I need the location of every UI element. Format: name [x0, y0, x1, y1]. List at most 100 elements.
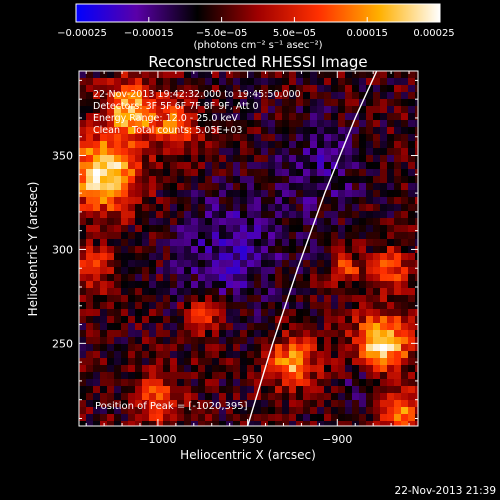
heatmap-cell [317, 330, 325, 338]
heatmap-cell [100, 400, 108, 408]
heatmap-cell [135, 85, 143, 93]
heatmap-cell [205, 351, 213, 359]
heatmap-cell [86, 393, 94, 401]
heatmap-cell [240, 295, 248, 303]
heatmap-cell [408, 400, 416, 408]
heatmap-cell [233, 330, 241, 338]
heatmap-cell [79, 225, 87, 233]
heatmap-cell [268, 197, 276, 205]
heatmap-cell [394, 211, 402, 219]
heatmap-cell [205, 176, 213, 184]
heatmap-cell [268, 323, 276, 331]
heatmap-cell [135, 372, 143, 380]
heatmap-cell [303, 260, 311, 268]
heatmap-cell [205, 323, 213, 331]
heatmap-cell [149, 211, 157, 219]
heatmap-cell [345, 337, 353, 345]
heatmap-cell [366, 169, 374, 177]
heatmap-cell [254, 267, 262, 275]
heatmap-cell [114, 113, 122, 121]
heatmap-cell [149, 344, 157, 352]
heatmap-cell [415, 141, 418, 149]
heatmap-cell [191, 176, 199, 184]
heatmap-cell [380, 358, 388, 366]
heatmap-cell [338, 421, 346, 426]
heatmap-cell [408, 169, 416, 177]
heatmap-cell [149, 379, 157, 387]
heatmap-cell [163, 358, 171, 366]
heatmap-cell [114, 253, 122, 261]
heatmap-cell [268, 274, 276, 282]
heatmap-cell [247, 253, 255, 261]
heatmap-cell [331, 330, 339, 338]
heatmap-cell [345, 281, 353, 289]
heatmap-cell [261, 358, 269, 366]
heatmap-cell [324, 351, 332, 359]
heatmap-cell [205, 183, 213, 191]
heatmap-cell [100, 148, 108, 156]
heatmap-cell [212, 400, 220, 408]
heatmap-cell [310, 183, 318, 191]
heatmap-cell [352, 141, 360, 149]
heatmap-cell [303, 141, 311, 149]
heatmap-cell [86, 162, 94, 170]
heatmap-cell [275, 421, 283, 426]
heatmap-cell [387, 351, 395, 359]
heatmap-cell [107, 85, 115, 93]
heatmap-cell [359, 155, 367, 163]
heatmap-cell [394, 337, 402, 345]
heatmap-cell [352, 162, 360, 170]
heatmap-cell [198, 232, 206, 240]
heatmap-cell [373, 400, 381, 408]
heatmap-cell [317, 288, 325, 296]
heatmap-cell [149, 302, 157, 310]
heatmap-cell [128, 211, 136, 219]
heatmap-cell [100, 113, 108, 121]
heatmap-cell [296, 162, 304, 170]
heatmap-cell [345, 288, 353, 296]
heatmap-cell [394, 71, 402, 79]
heatmap-cell [163, 267, 171, 275]
heatmap-cell [233, 71, 241, 79]
heatmap-cell [212, 407, 220, 415]
heatmap-cell [114, 148, 122, 156]
heatmap-cell [380, 127, 388, 135]
heatmap-cell [149, 71, 157, 79]
heatmap-cell [170, 190, 178, 198]
heatmap-cell [338, 246, 346, 254]
heatmap-cell [373, 127, 381, 135]
heatmap-cell [205, 302, 213, 310]
heatmap-cell [233, 274, 241, 282]
heatmap-cell [317, 148, 325, 156]
heatmap-cell [394, 78, 402, 86]
heatmap-cell [296, 148, 304, 156]
heatmap-cell [114, 176, 122, 184]
heatmap-cell [247, 288, 255, 296]
heatmap-cell [282, 127, 290, 135]
heatmap-cell [366, 358, 374, 366]
heatmap-cell [310, 113, 318, 121]
heatmap-cell [128, 92, 136, 100]
heatmap-cell [310, 351, 318, 359]
heatmap-cell [303, 386, 311, 394]
heatmap-cell [212, 148, 220, 156]
heatmap-cell [177, 85, 185, 93]
heatmap-cell [149, 253, 157, 261]
heatmap-cell [226, 281, 234, 289]
heatmap-cell [394, 393, 402, 401]
heatmap-cell [177, 365, 185, 373]
heatmap-cell [233, 351, 241, 359]
heatmap-cell [79, 288, 87, 296]
heatmap-cell [79, 414, 87, 422]
heatmap-cell [100, 99, 108, 107]
heatmap-cell [198, 407, 206, 415]
heatmap-cell [100, 169, 108, 177]
heatmap-cell [184, 267, 192, 275]
heatmap-cell [86, 302, 94, 310]
heatmap-cell [142, 267, 150, 275]
heatmap-cell [289, 113, 297, 121]
heatmap-cell [380, 218, 388, 226]
heatmap-cell [198, 190, 206, 198]
heatmap-cell [205, 288, 213, 296]
